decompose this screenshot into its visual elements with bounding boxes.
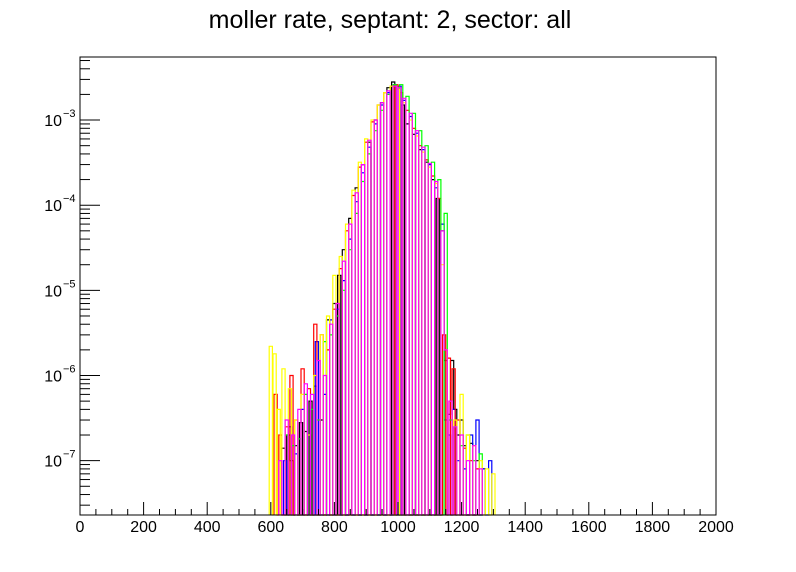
x-tick-label: 1200 <box>444 519 480 536</box>
series-line-6 <box>278 85 483 516</box>
x-tick-label: 400 <box>194 519 221 536</box>
x-tick-label: 800 <box>321 519 348 536</box>
x-axis: 0 200 400 600 800 1000 1200 1400 1600 1800 2000 <box>76 502 734 536</box>
x-tick-label: 1400 <box>507 519 543 536</box>
x-tick-label: 1600 <box>571 519 607 536</box>
chart-title: moller rate, septant: 2, sector: all <box>209 6 572 34</box>
y-tick-label: 10 <box>44 454 62 471</box>
y-tick-label: 10 <box>44 283 62 300</box>
y-tick-label: 10 <box>44 368 62 385</box>
x-tick-label: 2000 <box>698 519 734 536</box>
y-tick-exponent: −5 <box>63 278 76 290</box>
x-tick-label: 600 <box>257 519 284 536</box>
x-tick-label: 1000 <box>380 519 416 536</box>
x-tick-label: 1800 <box>635 519 671 536</box>
y-tick-exponent: −4 <box>63 193 76 205</box>
y-tick-label: 10 <box>44 198 62 215</box>
y-tick-exponent: −7 <box>63 449 76 461</box>
y-tick-exponent: −3 <box>63 108 76 120</box>
y-axis: 10−310−410−510−610−7 <box>44 60 100 506</box>
y-tick-label: 10 <box>44 113 62 130</box>
x-tick-label: 200 <box>130 519 157 536</box>
x-tick-label: 0 <box>76 519 85 536</box>
y-tick-exponent: −6 <box>63 363 76 375</box>
